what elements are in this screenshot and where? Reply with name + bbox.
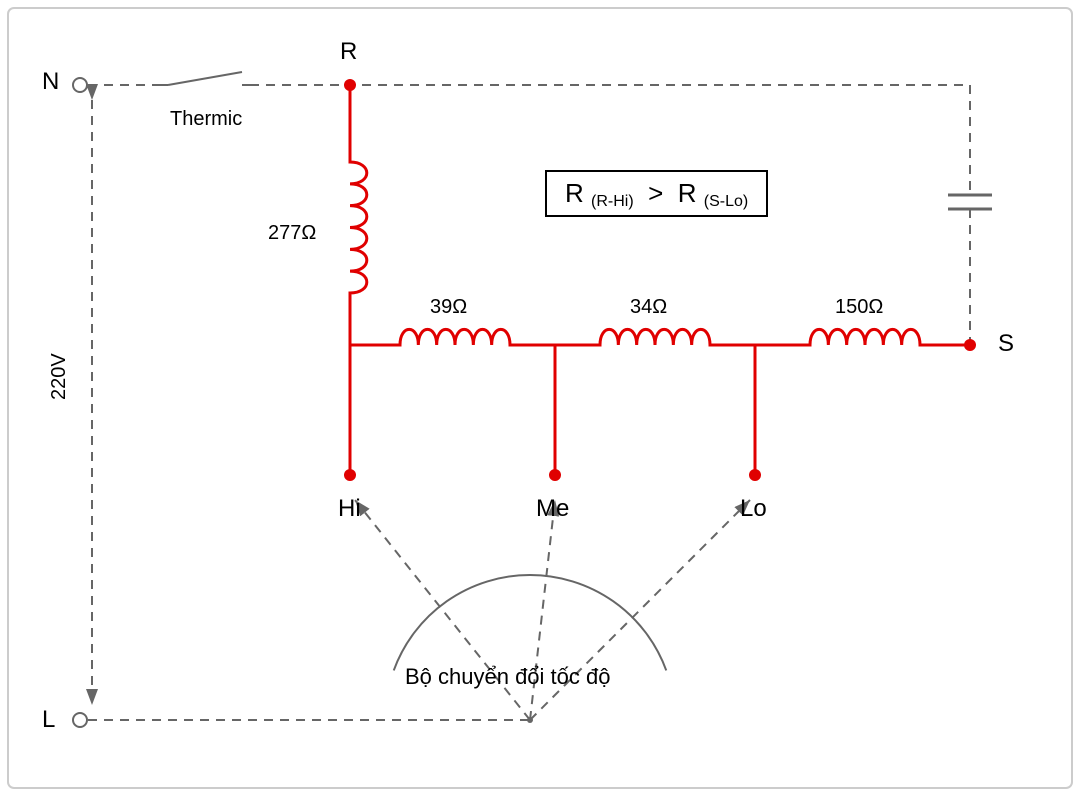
tap-me-label: Me [536,495,569,523]
terminal-r-label: R [340,38,357,66]
terminal-s-label: S [998,330,1014,358]
resistance-formula-text: R (R-Hi) > R (S-Lo) [565,178,748,208]
thermic-label: Thermic [170,108,242,131]
terminal-n-label: N [42,68,59,96]
voltage-label: 220V [48,353,71,400]
coil-39-label: 39Ω [430,296,467,319]
tap-lo-label: Lo [740,495,767,523]
selector-label: Bộ chuyển đổi tốc độ [405,664,610,690]
terminal-l-label: L [42,706,55,734]
resistance-formula-box: R (R-Hi) > R (S-Lo) [545,170,768,217]
coil-150-label: 150Ω [835,296,883,319]
coil-34-label: 34Ω [630,296,667,319]
coil-277-label: 277Ω [268,222,316,245]
tap-hi-label: Hi [338,495,361,523]
